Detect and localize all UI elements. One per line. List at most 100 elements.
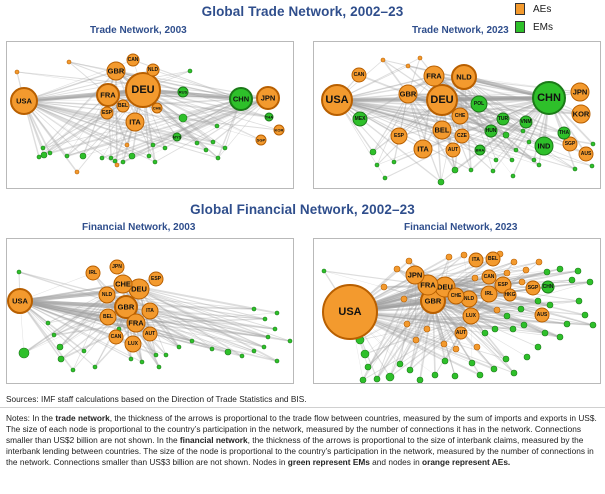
edge	[23, 100, 78, 173]
node-esp: ESP	[148, 271, 164, 287]
minor-node	[451, 372, 459, 380]
node-label: ITA	[472, 257, 480, 263]
edge	[94, 322, 137, 368]
minor-node	[47, 150, 53, 156]
node-usa: USA	[7, 288, 33, 314]
node-aut: AUT	[454, 326, 468, 340]
minor-node	[503, 312, 511, 320]
node-label: AUS	[537, 312, 548, 318]
edge	[336, 99, 497, 161]
edge	[53, 322, 137, 336]
node-circle	[352, 111, 368, 127]
node-can: CAN	[108, 329, 124, 345]
node-hun: HUN	[484, 124, 498, 138]
main-edge	[19, 299, 127, 309]
edge	[336, 99, 517, 151]
minor-node	[513, 147, 519, 153]
node-circle	[142, 326, 158, 342]
edge	[19, 272, 94, 302]
minor-node	[274, 358, 280, 364]
node-circle	[570, 82, 590, 102]
edge	[23, 69, 154, 102]
edge	[362, 284, 429, 381]
edge	[38, 94, 109, 158]
edge	[138, 288, 265, 348]
edge	[463, 76, 494, 172]
financial-network-2003-panel: USA GBR DEU FRA CHE NLD BEL ITA LUX ESP JPN IRL AUT C…	[6, 238, 294, 384]
edge	[441, 97, 550, 131]
node-label: CHN	[537, 92, 561, 104]
node-deu: DEU	[426, 84, 458, 116]
minor-node	[45, 320, 51, 326]
trade-section-title: Global Trade Network, 2002–23	[201, 4, 404, 19]
minor-node	[534, 343, 542, 351]
minor-node	[210, 139, 216, 145]
node-label: FRA	[426, 72, 442, 81]
edge	[407, 93, 424, 150]
edge	[19, 300, 85, 352]
minor-node	[460, 251, 468, 259]
node-ita: ITA	[141, 302, 159, 320]
notes-bold: trade network	[55, 413, 110, 423]
node-circle	[96, 83, 120, 107]
legend-label-ae: AEs	[533, 3, 552, 15]
notes-part: Notes: In the	[6, 413, 56, 423]
minor-node	[152, 159, 158, 165]
minor-node	[526, 139, 532, 145]
minor-node	[194, 140, 200, 146]
node-label: CAN	[354, 72, 365, 78]
sources-text: Sources: IMF staff calculations based on…	[6, 394, 307, 404]
minor-node	[520, 128, 526, 134]
node-circle	[99, 308, 117, 326]
minor-node	[556, 333, 564, 341]
node-jpn: JPN	[109, 259, 125, 275]
node-label: CHE	[153, 106, 162, 111]
node-circle	[141, 302, 159, 320]
edge	[23, 100, 154, 146]
minor-node	[373, 375, 381, 383]
edge	[349, 300, 580, 313]
node-label: THA	[265, 115, 273, 120]
node-circle	[322, 284, 378, 340]
legend-swatch-ae	[515, 3, 525, 15]
minor-node	[563, 320, 571, 328]
node-lux: LUX	[462, 307, 480, 325]
node-circle	[470, 95, 488, 113]
node-circle	[474, 144, 486, 156]
minor-node	[412, 336, 420, 344]
node-label: DEU	[430, 94, 453, 106]
edge	[359, 300, 434, 341]
node-nld: NLD	[146, 63, 160, 77]
edge	[434, 315, 472, 376]
edge	[389, 315, 472, 378]
node-fra: FRA	[96, 83, 120, 107]
edge	[336, 99, 442, 183]
node-circle	[423, 65, 445, 87]
panel-title-trade-2023: Trade Network, 2023	[412, 25, 509, 36]
edge	[406, 315, 472, 325]
node-label: ESP	[394, 133, 405, 139]
node-circle	[264, 112, 274, 122]
node-label: JPN	[408, 271, 423, 280]
minor-node	[490, 365, 498, 373]
node-label: CHE	[451, 293, 462, 299]
panel-title-fin-2023: Financial Network, 2023	[404, 222, 518, 233]
edge	[336, 75, 435, 101]
node-label: BEL	[488, 256, 498, 262]
node-bel: BEL	[432, 120, 452, 140]
edge	[470, 300, 539, 317]
edge	[336, 99, 492, 132]
node-circle	[557, 126, 571, 140]
edge	[47, 294, 108, 324]
edge	[142, 89, 280, 131]
node-label: LUX	[466, 313, 477, 319]
minor-node	[517, 305, 525, 313]
minor-node	[416, 376, 424, 383]
edge	[422, 97, 550, 150]
minor-node	[445, 253, 453, 261]
edge	[107, 94, 218, 127]
edge	[19, 300, 143, 363]
minor-node	[403, 320, 411, 328]
node-esp: ESP	[100, 106, 114, 120]
minor-node	[572, 166, 578, 172]
